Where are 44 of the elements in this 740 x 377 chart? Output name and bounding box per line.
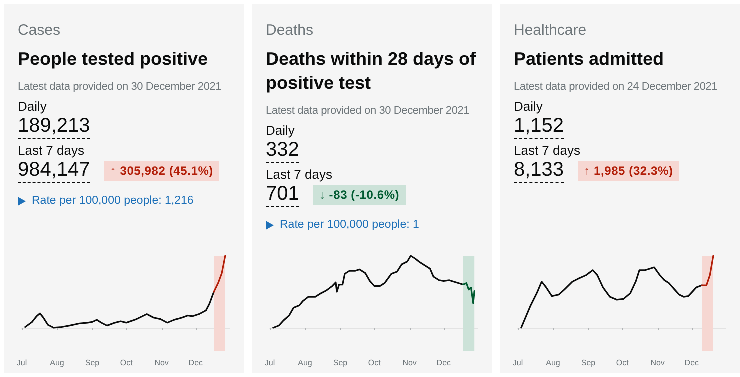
x-tick-label: Jul <box>16 358 28 368</box>
text: ↑ 1,985 (32.3%) <box>578 160 680 180</box>
text: ↓ -83 (-10.6%) <box>313 184 406 204</box>
x-tick-label: Aug <box>298 358 312 368</box>
chart-title: Patients admitted <box>514 48 666 71</box>
x-tick-label: Oct <box>616 358 630 368</box>
text: 8,133 <box>514 158 564 183</box>
text: 1,152 <box>514 114 564 139</box>
text: 189,213 <box>18 114 90 139</box>
x-tick-label: Dec <box>188 358 204 368</box>
text: Last 7 days <box>514 143 582 158</box>
x-tick-label: Oct <box>120 358 134 368</box>
chart-subtitle: Deaths <box>266 22 315 39</box>
text: Last 7 days <box>18 143 86 158</box>
x-tick-label: Jul <box>512 358 524 368</box>
x-tick-label: Sep <box>333 358 348 368</box>
x-tick-label: Jul <box>264 358 276 368</box>
x-tick-label: Dec <box>684 358 700 368</box>
text: Latest data provided on 30 December 2021 <box>266 105 471 117</box>
chart-title: People tested positive <box>18 48 210 71</box>
chart-subtitle: Healthcare <box>514 22 588 39</box>
text: Daily <box>514 99 544 114</box>
chart-title: Deaths within 28 days of positive test <box>266 48 478 95</box>
chart-subtitle: Cases <box>18 22 62 39</box>
text: 701 <box>266 182 300 207</box>
text: Latest data provided on 24 December 2021 <box>514 81 719 93</box>
text: Daily <box>266 123 296 138</box>
x-tick-label: Nov <box>402 358 417 368</box>
x-tick-label: Sep <box>581 358 596 368</box>
text: Last 7 days <box>266 167 334 182</box>
text: Rate per 100,000 people: 1 <box>280 219 420 231</box>
x-tick-label: Aug <box>50 358 64 368</box>
x-tick-label: Sep <box>85 358 100 368</box>
x-tick-label: Nov <box>154 358 169 368</box>
text: 984,147 <box>18 158 90 183</box>
text: Rate per 100,000 people: 1,216 <box>32 195 194 207</box>
text: Daily <box>18 99 48 114</box>
text: ↑ 305,982 (45.1%) <box>104 160 220 180</box>
text: 332 <box>266 138 300 163</box>
x-tick-label: Oct <box>368 358 382 368</box>
text: Latest data provided on 30 December 2021 <box>18 81 223 93</box>
x-tick-label: Nov <box>650 358 665 368</box>
x-tick-label: Aug <box>546 358 560 368</box>
x-tick-label: Dec <box>436 358 452 368</box>
